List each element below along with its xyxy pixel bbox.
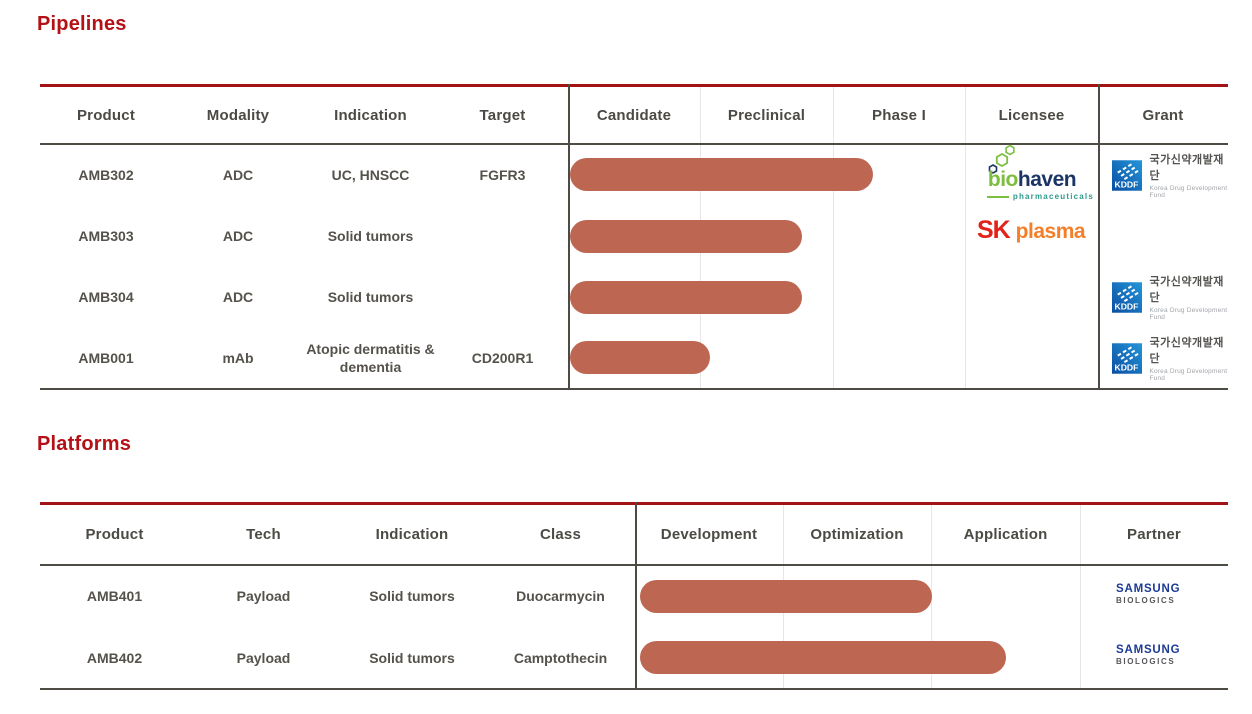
column-header-indication: Indication: [334, 107, 407, 125]
kddf-text-block: 국가신약개발재단 Korea Drug Development Fund: [1149, 334, 1228, 382]
pipelines-top-rule: [40, 84, 1228, 87]
kddf-mark-icon: KDDF: [1112, 281, 1143, 313]
target-cell: CD200R1: [471, 349, 534, 366]
samsung-biologics-logo: SAMSUNG BIOLOGICS: [1116, 583, 1180, 605]
product-cell: AMB303: [78, 227, 134, 244]
samsung-text: SAMSUNG: [1116, 583, 1181, 595]
kddf-logo: KDDF 국가신약개발재단 Korea Drug Development Fun…: [1112, 337, 1228, 382]
modality-cell: ADC: [222, 166, 254, 183]
samsung-biologics-logo: SAMSUNG BIOLOGICS: [1116, 644, 1180, 666]
biohaven-logo: biohaven pharmaceuticals: [970, 144, 1094, 206]
indication-cell: Solid tumors: [369, 649, 455, 666]
progress-bar-amb402: [640, 641, 1006, 674]
product-cell: AMB401: [86, 587, 143, 604]
modality-cell: ADC: [222, 288, 254, 305]
indication-cell: UC, HNSCC: [331, 166, 410, 183]
progress-bar-amb303: [570, 220, 802, 253]
kddf-mark-icon: KDDF: [1112, 159, 1143, 191]
column-header-class: Class: [539, 526, 582, 544]
column-header-partner: Partner: [1127, 526, 1181, 544]
biohaven-subtext-row: pharmaceuticals: [970, 192, 1094, 201]
header-underline: [40, 564, 1228, 566]
kddf-logo: KDDF 국가신약개발재단 Korea Drug Development Fun…: [1112, 154, 1228, 199]
kddf-korean-text: 국가신약개발재단: [1149, 154, 1224, 182]
column-header-development: Development: [660, 526, 758, 544]
column-header-optimization: Optimization: [810, 526, 904, 544]
plasma-text: plasma: [1015, 220, 1086, 243]
kddf-english-text: Korea Drug Development Fund: [1149, 368, 1228, 382]
kddf-mark-icon: KDDF: [1112, 342, 1143, 374]
svg-text:KDDF: KDDF: [1114, 179, 1138, 189]
svg-text:KDDF: KDDF: [1114, 362, 1138, 372]
indication-cell: Solid tumors: [327, 227, 414, 244]
class-cell: Duocarmycin: [516, 587, 605, 604]
kddf-korean-text: 국가신약개발재단: [1149, 276, 1224, 304]
biohaven-line: [986, 195, 1009, 198]
kddf-text-block: 국가신약개발재단 Korea Drug Development Fund: [1149, 151, 1228, 199]
product-cell: AMB304: [78, 288, 134, 305]
target-cell: FGFR3: [479, 166, 526, 183]
column-header-licensee: Licensee: [998, 107, 1065, 125]
column-header-product: Product: [76, 107, 136, 125]
grant-column-divider: [1098, 84, 1100, 390]
column-divider: [833, 87, 834, 388]
column-header-grant: Grant: [1142, 107, 1184, 125]
column-divider: [1080, 505, 1081, 688]
column-header-indication: Indication: [375, 526, 449, 544]
biohaven-bio-text: bio: [987, 168, 1019, 191]
column-header-product: Product: [85, 526, 144, 544]
biologics-text: BIOLOGICS: [1116, 596, 1176, 605]
biohaven-haven-text: haven: [1017, 168, 1077, 191]
biohaven-wordmark: biohaven: [970, 168, 1094, 192]
platforms-table: Product Tech Indication Class Developmen…: [40, 502, 1228, 690]
product-cell: AMB302: [78, 166, 134, 183]
tech-cell: Payload: [236, 587, 291, 604]
biohaven-pharmaceuticals-text: pharmaceuticals: [1012, 192, 1094, 201]
column-divider: [965, 87, 966, 388]
column-header-modality: Modality: [206, 107, 270, 125]
pipelines-title: Pipelines: [37, 13, 127, 35]
tech-cell: Payload: [236, 649, 291, 666]
stage-area-divider: [568, 84, 570, 390]
indication-cell: Atopic dermatitis & dementia: [306, 340, 435, 375]
biohaven-hexagons-icon: [988, 144, 1015, 174]
column-header-tech: Tech: [246, 526, 281, 544]
progress-bar-amb304: [570, 281, 802, 314]
product-cell: AMB001: [78, 349, 134, 366]
pipelines-table: Product Modality Indication Target Candi…: [40, 84, 1228, 390]
biologics-text: BIOLOGICS: [1116, 657, 1176, 666]
column-header-phase1: Phase I: [872, 107, 926, 125]
column-header-application: Application: [963, 526, 1048, 544]
indication-cell: Solid tumors: [327, 288, 414, 305]
progress-bar-amb401: [640, 580, 932, 613]
progress-bar-amb302: [570, 158, 873, 191]
platforms-title: Platforms: [37, 433, 132, 455]
sk-plasma-logo: SK plasma: [971, 216, 1091, 256]
svg-text:KDDF: KDDF: [1114, 301, 1138, 311]
platforms-top-rule: [40, 502, 1228, 505]
kddf-english-text: Korea Drug Development Fund: [1149, 185, 1228, 199]
sk-text: SK: [976, 216, 1011, 244]
kddf-korean-text: 국가신약개발재단: [1149, 337, 1224, 365]
class-cell: Camptothecin: [513, 649, 608, 666]
column-header-candidate: Candidate: [596, 107, 672, 125]
kddf-english-text: Korea Drug Development Fund: [1149, 307, 1228, 321]
kddf-text-block: 국가신약개발재단 Korea Drug Development Fund: [1149, 273, 1228, 321]
modality-cell: mAb: [222, 349, 254, 366]
column-header-target: Target: [479, 107, 526, 125]
pipelines-bottom-rule: [40, 388, 1228, 390]
header-underline: [40, 143, 1228, 145]
indication-cell: Solid tumors: [369, 587, 455, 604]
column-header-preclinical: Preclinical: [727, 107, 806, 125]
platforms-bottom-rule: [40, 688, 1228, 690]
product-cell: AMB402: [86, 649, 143, 666]
stage-area-divider: [635, 502, 637, 690]
modality-cell: ADC: [222, 227, 254, 244]
samsung-text: SAMSUNG: [1116, 644, 1181, 656]
kddf-logo: KDDF 국가신약개발재단 Korea Drug Development Fun…: [1112, 276, 1228, 321]
progress-bar-amb001: [570, 341, 710, 374]
